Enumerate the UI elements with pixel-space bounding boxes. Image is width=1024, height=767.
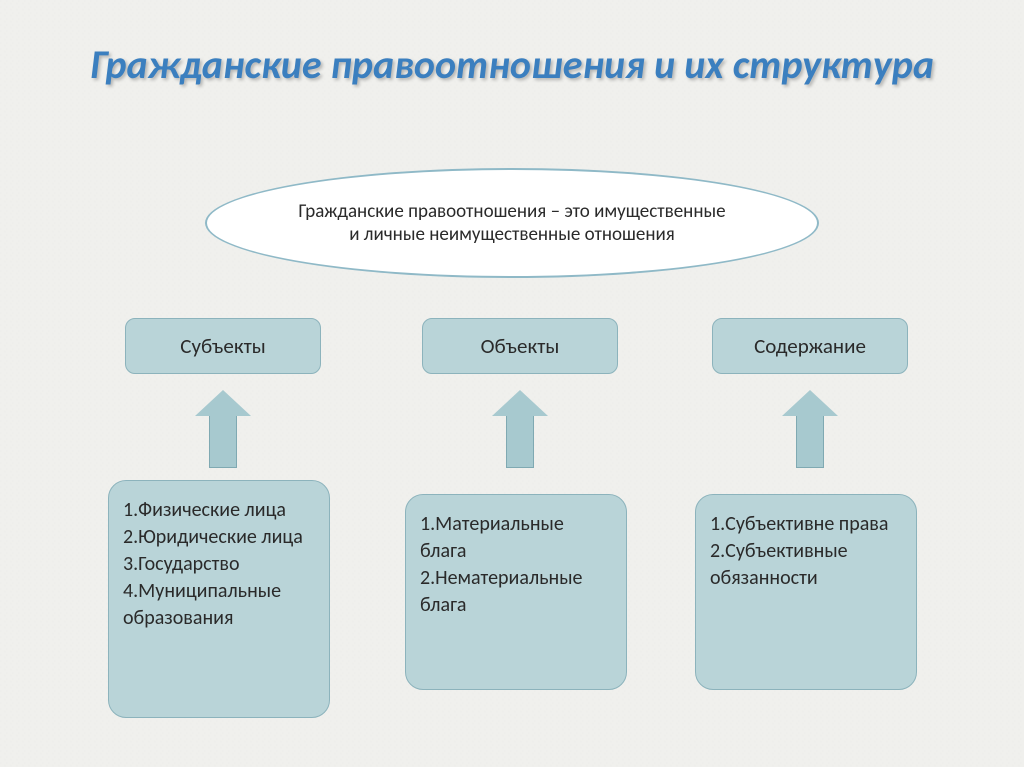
detail-line: 3.Государство	[123, 551, 315, 578]
detail-box-subjects: 1.Физические лица2.Юридические лица3.Гос…	[108, 480, 330, 718]
arrow-content	[782, 390, 838, 468]
detail-line: 1.Материальные блага	[420, 511, 612, 565]
category-box-objects: Объекты	[422, 318, 618, 374]
detail-line: 2.Юридические лица	[123, 524, 315, 551]
arrow-shaft	[209, 416, 237, 468]
detail-line: 4.Муниципальные образования	[123, 578, 315, 632]
detail-box-objects: 1.Материальные блага2.Нематериальные бла…	[405, 494, 627, 690]
category-box-subjects: Субъекты	[125, 318, 321, 374]
category-box-content: Содержание	[712, 318, 908, 374]
slide-title: Гражданские правоотношения и их структур…	[0, 42, 1024, 88]
detail-line: 1.Субъективне права	[710, 511, 902, 538]
arrow-head-icon	[492, 390, 548, 416]
category-label: Субъекты	[180, 333, 265, 359]
category-label: Объекты	[481, 333, 560, 359]
detail-line: 2.Нематериальные блага	[420, 565, 612, 619]
arrow-head-icon	[782, 390, 838, 416]
arrow-subjects	[195, 390, 251, 468]
detail-line: 2.Субъективные обязанности	[710, 538, 902, 592]
detail-line: 1.Физические лица	[123, 497, 315, 524]
arrow-head-icon	[195, 390, 251, 416]
detail-box-content: 1.Субъективне права2.Субъективные обязан…	[695, 494, 917, 690]
arrow-shaft	[506, 416, 534, 468]
category-label: Содержание	[754, 333, 866, 359]
definition-ellipse: Гражданские правоотношения – это имущест…	[205, 168, 819, 278]
definition-text: Гражданские правоотношения – это имущест…	[297, 200, 727, 246]
arrow-shaft	[796, 416, 824, 468]
arrow-objects	[492, 390, 548, 468]
